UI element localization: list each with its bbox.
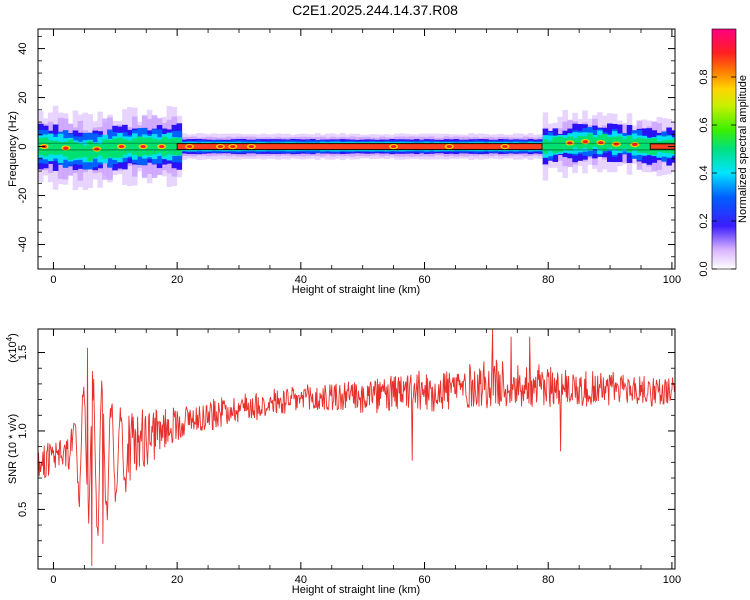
heat-cell (166, 138, 173, 155)
heat-cell (542, 139, 549, 154)
heat-cell (171, 137, 178, 156)
x-tick-label: 0 (50, 274, 56, 286)
y-tick-label: -20 (17, 188, 29, 204)
x-tick-label: 40 (295, 274, 307, 286)
spectrogram-y-axis-label: Frequency (Hz) (7, 111, 19, 187)
x-tick-label: 40 (295, 574, 307, 586)
colorbar: 0.0 0.2 0.4 0.6 0.8 Normalized spectral ampl… (698, 28, 749, 277)
heat-core-strip (176, 143, 543, 150)
colorbar-tick-label: 0.8 (698, 69, 710, 84)
heat-cell (127, 140, 133, 153)
heat-cell (621, 138, 628, 149)
heat-cell (132, 138, 138, 155)
snr-multiplier-label: (x104) (5, 333, 19, 363)
colorbar-tick-label: 0.2 (698, 213, 710, 228)
heat-cell (646, 138, 653, 155)
y-tick-label: 1.0 (17, 423, 29, 438)
snr-ticks: 0 20 40 60 80 100 0.5 1.0 1.5 (17, 329, 681, 586)
heat-cell (606, 137, 613, 149)
heat-cell (77, 144, 84, 158)
heat-hotspot-red (390, 145, 397, 149)
heat-cell (547, 140, 554, 151)
snr-multiplier-base: (x10 (7, 341, 19, 362)
colorbar-tick-label: 0.0 (698, 261, 710, 276)
colorbar-ticks: 0.0 0.2 0.4 0.6 0.8 (698, 69, 736, 277)
heat-hotspot-red (230, 145, 236, 149)
x-tick-label: 60 (418, 574, 430, 586)
heat-hotspot-red (217, 145, 224, 149)
heat-cell (57, 142, 64, 155)
x-tick-label: 20 (171, 274, 183, 286)
colorbar-label: Normalized spectral amplitude (737, 75, 749, 223)
heat-hotspot-red (186, 145, 193, 149)
x-tick-label: 0 (50, 574, 56, 586)
heat-cell (112, 138, 118, 158)
heat-hotspot-red (118, 145, 125, 149)
spectrogram-frame (37, 28, 676, 270)
y-tick-label: 1.5 (17, 345, 29, 360)
x-tick-label: 20 (171, 574, 183, 586)
snr-x-axis-label: Height of straight line (km) (292, 584, 420, 596)
heat-cell (82, 145, 89, 157)
y-tick-label: 0.5 (17, 502, 29, 517)
y-tick-label: 20 (17, 91, 29, 103)
heat-cell (552, 136, 559, 154)
heat-cell (52, 140, 59, 155)
heat-cell (626, 135, 633, 153)
x-tick-label: 80 (542, 574, 554, 586)
heat-cell (562, 138, 568, 150)
spectrogram-band (38, 105, 675, 191)
heat-hotspot-red (158, 145, 165, 149)
heat-cell (47, 140, 54, 155)
heat-cell (67, 139, 74, 160)
snr-background (38, 329, 675, 569)
heat-cell (146, 137, 153, 156)
heat-hotspot-red (582, 140, 589, 144)
snr-multiplier-exponent: 4 (5, 336, 14, 341)
x-tick-label: 100 (663, 574, 681, 586)
heat-cell (577, 135, 583, 150)
heat-cell (587, 133, 593, 150)
snr-panel: 0 20 40 60 80 100 0.5 1.0 1.5 Height of straight… (5, 328, 681, 596)
heat-cell (557, 136, 564, 153)
colorbar-tick-label: 0.6 (698, 117, 710, 132)
heat-cell (151, 138, 158, 155)
spectrogram-panel: 0 20 40 60 80 100 -40 -20 0 20 40 Height of straig… (7, 28, 681, 296)
heat-hotspot-red (446, 145, 453, 149)
heat-hotspot-red (632, 143, 638, 147)
spectrogram-ticks: 0 20 40 60 80 100 -40 -20 0 20 40 (17, 29, 681, 286)
heat-cell (641, 138, 648, 154)
colorbar-tick-label: 0.4 (698, 165, 710, 180)
x-tick-label: 80 (542, 274, 554, 286)
y-tick-label: -40 (17, 237, 29, 253)
heat-cell (107, 139, 113, 158)
y-tick-label: 40 (17, 42, 29, 54)
heat-hotspot-red (63, 146, 69, 150)
heat-cell (636, 137, 643, 153)
x-tick-label: 60 (418, 274, 430, 286)
heat-cell (592, 137, 598, 147)
heat-cell (87, 140, 94, 162)
snr-y-axis-label: SNR (10 * v/v) (7, 414, 19, 484)
heat-cell (102, 139, 108, 159)
heat-hotspot-red (597, 141, 604, 145)
chart-title: C2E1.2025.244.14.37.R08 (292, 2, 458, 18)
snr-series-line (38, 329, 675, 566)
y-tick-label: 0 (17, 143, 29, 149)
heat-hotspot-red (502, 145, 508, 149)
heat-cell (72, 142, 79, 159)
heat-hotspot-red (140, 145, 146, 149)
x-tick-label: 100 (663, 274, 681, 286)
spectrogram-x-axis-label: Height of straight line (km) (292, 284, 420, 296)
colorbar-gradient (711, 28, 737, 270)
heat-hotspot-red (248, 145, 255, 149)
snr-frame (37, 328, 676, 570)
heat-core-strip (649, 143, 675, 150)
